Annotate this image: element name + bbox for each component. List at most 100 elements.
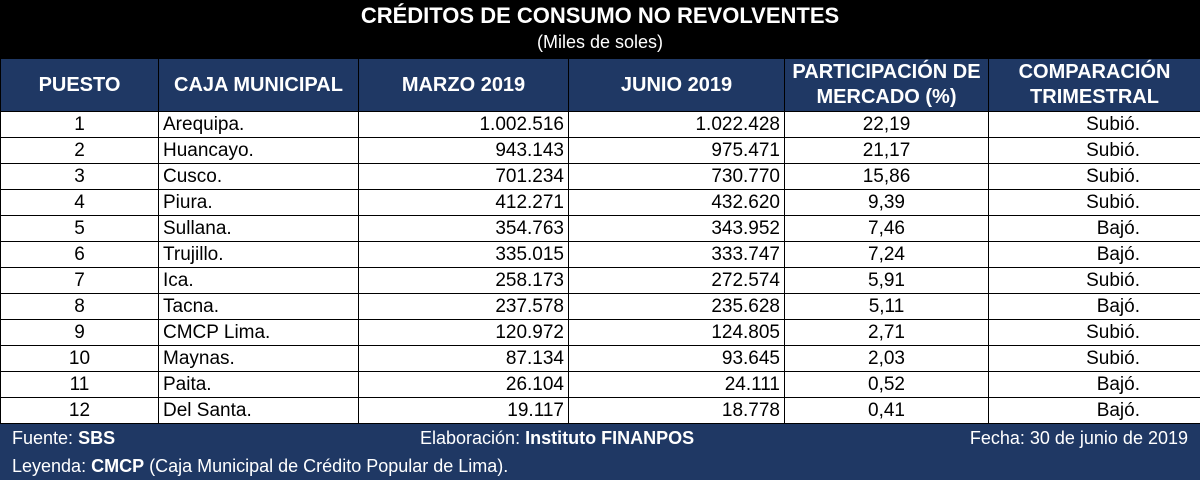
cell-caja: Ica. xyxy=(158,267,359,294)
cell-participacion: 15,86 xyxy=(784,163,989,190)
table-row: 9 CMCP Lima. 120.972 124.805 2,71 Subió. xyxy=(0,319,1200,346)
table-header: PUESTO CAJA MUNICIPAL MARZO 2019 JUNIO 2… xyxy=(0,58,1200,112)
table-row: 2 Huancayo. 943.143 975.471 21,17 Subió. xyxy=(0,137,1200,164)
column-header-comparacion-line1: COMPARACIÓN xyxy=(1018,61,1171,83)
table-row: 7 Ica. 258.173 272.574 5,91 Subió. xyxy=(0,267,1200,294)
cell-puesto: 7 xyxy=(0,267,159,294)
table-row: 12 Del Santa. 19.117 18.778 0,41 Bajó. xyxy=(0,397,1200,424)
cell-puesto: 5 xyxy=(0,215,159,242)
cell-marzo: 19.117 xyxy=(358,397,569,424)
cell-caja: Del Santa. xyxy=(158,397,359,424)
cell-puesto: 4 xyxy=(0,189,159,216)
footer-elaboration: Elaboración: Instituto FINANPOS xyxy=(420,424,694,452)
cell-comparacion: Subió. xyxy=(988,267,1200,294)
footer: Fuente: SBS Elaboración: Instituto FINAN… xyxy=(0,424,1200,480)
cell-comparacion: Subió. xyxy=(988,345,1200,372)
cell-marzo: 412.271 xyxy=(358,189,569,216)
cell-comparacion: Bajó. xyxy=(988,215,1200,242)
footer-date: Fecha: 30 de junio de 2019 xyxy=(969,428,1188,448)
cell-participacion: 7,24 xyxy=(784,241,989,268)
cell-participacion: 22,19 xyxy=(784,111,989,138)
cell-participacion: 5,11 xyxy=(784,293,989,320)
cell-comparacion: Subió. xyxy=(988,189,1200,216)
column-header-participacion-line1: PARTICIPACIÓN DE xyxy=(792,61,981,83)
column-header-participacion: PARTICIPACIÓN DE MERCADO (%) xyxy=(784,58,989,112)
cell-caja: Sullana. xyxy=(158,215,359,242)
cell-marzo: 258.173 xyxy=(358,267,569,294)
cell-comparacion: Bajó. xyxy=(988,293,1200,320)
cell-participacion: 9,39 xyxy=(784,189,989,216)
cell-marzo: 87.134 xyxy=(358,345,569,372)
cell-puesto: 1 xyxy=(0,111,159,138)
cell-marzo: 26.104 xyxy=(358,371,569,398)
cell-puesto: 8 xyxy=(0,293,159,320)
cell-puesto: 9 xyxy=(0,319,159,346)
cell-caja: Maynas. xyxy=(158,345,359,372)
cell-caja: Huancayo. xyxy=(158,137,359,164)
column-header-comparacion: COMPARACIÓN TRIMESTRAL xyxy=(988,58,1200,112)
cell-comparacion: Subió. xyxy=(988,319,1200,346)
cell-junio: 24.111 xyxy=(568,371,785,398)
footer-legend: Leyenda: CMCP (Caja Municipal de Crédito… xyxy=(12,452,508,480)
cell-junio: 730.770 xyxy=(568,163,785,190)
cell-marzo: 943.143 xyxy=(358,137,569,164)
cell-caja: Tacna. xyxy=(158,293,359,320)
cell-participacion: 5,91 xyxy=(784,267,989,294)
footer-legend-text: (Caja Municipal de Crédito Popular de Li… xyxy=(149,456,509,476)
cell-junio: 975.471 xyxy=(568,137,785,164)
footer-elaboration-value: Instituto FINANPOS xyxy=(525,428,695,448)
cell-caja: Paita. xyxy=(158,371,359,398)
title-bar: CRÉDITOS DE CONSUMO NO REVOLVENTES (Mile… xyxy=(0,0,1200,58)
footer-source: Fuente: SBS xyxy=(12,424,115,452)
footer-legend-abbr: CMCP xyxy=(91,456,145,476)
footer-source-label: Fuente: xyxy=(12,428,74,448)
cell-comparacion: Bajó. xyxy=(988,371,1200,398)
cell-puesto: 2 xyxy=(0,137,159,164)
cell-junio: 93.645 xyxy=(568,345,785,372)
cell-participacion: 0,41 xyxy=(784,397,989,424)
cell-participacion: 7,46 xyxy=(784,215,989,242)
cell-participacion: 21,17 xyxy=(784,137,989,164)
cell-comparacion: Bajó. xyxy=(988,241,1200,268)
page-title: CRÉDITOS DE CONSUMO NO REVOLVENTES xyxy=(360,3,840,28)
table-row: 3 Cusco. 701.234 730.770 15,86 Subió. xyxy=(0,163,1200,190)
cell-caja: Cusco. xyxy=(158,163,359,190)
column-header-participacion-line2: MERCADO (%) xyxy=(816,86,957,108)
cell-caja: CMCP Lima. xyxy=(158,319,359,346)
cell-marzo: 120.972 xyxy=(358,319,569,346)
cell-participacion: 2,71 xyxy=(784,319,989,346)
cell-caja: Arequipa. xyxy=(158,111,359,138)
cell-puesto: 10 xyxy=(0,345,159,372)
cell-junio: 18.778 xyxy=(568,397,785,424)
cell-puesto: 11 xyxy=(0,371,159,398)
column-header-puesto: PUESTO xyxy=(0,58,159,112)
cell-marzo: 237.578 xyxy=(358,293,569,320)
page-subtitle: (Miles de soles) xyxy=(536,32,664,52)
cell-junio: 235.628 xyxy=(568,293,785,320)
ranking-table: PUESTO CAJA MUNICIPAL MARZO 2019 JUNIO 2… xyxy=(0,58,1200,424)
footer-row-legend: Leyenda: CMCP (Caja Municipal de Crédito… xyxy=(6,452,1194,480)
column-header-junio: JUNIO 2019 xyxy=(568,58,785,112)
table-body: 1 Arequipa. 1.002.516 1.022.428 22,19 Subió. 2… xyxy=(0,111,1200,424)
column-header-marzo: MARZO 2019 xyxy=(358,58,569,112)
footer-legend-label: Leyenda: xyxy=(12,456,87,476)
cell-marzo: 1.002.516 xyxy=(358,111,569,138)
cell-junio: 124.805 xyxy=(568,319,785,346)
table-row: 6 Trujillo. 335.015 333.747 7,24 Bajó. xyxy=(0,241,1200,268)
cell-comparacion: Subió. xyxy=(988,137,1200,164)
footer-elaboration-label: Elaboración: xyxy=(420,428,521,448)
table-row: 11 Paita. 26.104 24.111 0,52 Bajó. xyxy=(0,371,1200,398)
table-row: 4 Piura. 412.271 432.620 9,39 Subió. xyxy=(0,189,1200,216)
cell-junio: 432.620 xyxy=(568,189,785,216)
table-row: 8 Tacna. 237.578 235.628 5,11 Bajó. xyxy=(0,293,1200,320)
cell-puesto: 6 xyxy=(0,241,159,268)
table-row: 1 Arequipa. 1.002.516 1.022.428 22,19 Subió. xyxy=(0,111,1200,138)
cell-junio: 272.574 xyxy=(568,267,785,294)
cell-participacion: 2,03 xyxy=(784,345,989,372)
table-row: 5 Sullana. 354.763 343.952 7,46 Bajó. xyxy=(0,215,1200,242)
cell-caja: Trujillo. xyxy=(158,241,359,268)
footer-row-source: Fuente: SBS Elaboración: Instituto FINAN… xyxy=(6,424,1194,452)
footer-source-value: SBS xyxy=(78,428,116,448)
cell-participacion: 0,52 xyxy=(784,371,989,398)
